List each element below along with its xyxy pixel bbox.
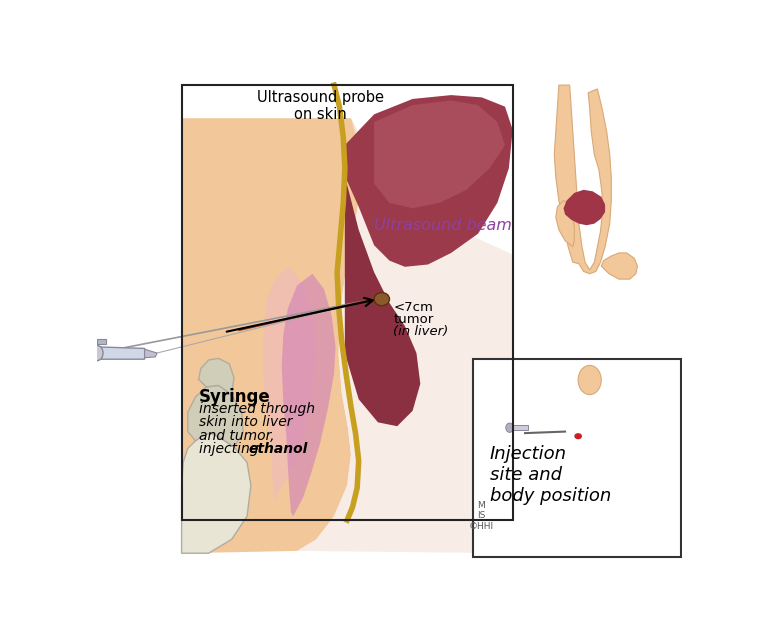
Polygon shape — [188, 386, 243, 447]
Text: inserted through: inserted through — [198, 403, 315, 416]
Polygon shape — [263, 266, 316, 501]
Text: and tumor,: and tumor, — [198, 428, 274, 442]
Text: <7cm: <7cm — [394, 301, 433, 313]
Text: injecting: injecting — [198, 442, 262, 456]
Text: ethanol: ethanol — [249, 442, 308, 456]
Polygon shape — [345, 176, 420, 426]
Polygon shape — [97, 347, 144, 359]
Ellipse shape — [374, 293, 390, 306]
Ellipse shape — [505, 423, 514, 432]
Text: Syringe: Syringe — [198, 387, 271, 406]
Ellipse shape — [90, 345, 103, 361]
Ellipse shape — [578, 365, 601, 394]
Text: Ultrasound probe
on skin: Ultrasound probe on skin — [257, 90, 384, 122]
Polygon shape — [554, 85, 611, 274]
Polygon shape — [198, 358, 234, 394]
Polygon shape — [182, 118, 360, 553]
Polygon shape — [345, 95, 513, 267]
Polygon shape — [297, 118, 513, 553]
Polygon shape — [144, 349, 157, 358]
Polygon shape — [563, 190, 605, 225]
Bar — [97, 339, 106, 344]
Bar — [473, 359, 680, 557]
Text: Injection
site and
body position: Injection site and body position — [489, 446, 611, 505]
Bar — [182, 85, 513, 520]
Polygon shape — [282, 274, 336, 516]
Polygon shape — [556, 200, 575, 246]
Text: skin into liver: skin into liver — [198, 415, 292, 429]
Polygon shape — [182, 433, 251, 553]
Polygon shape — [601, 253, 638, 279]
Text: M
IS
©HHI: M IS ©HHI — [469, 501, 494, 531]
Polygon shape — [374, 100, 505, 209]
Text: (in liver): (in liver) — [394, 325, 448, 337]
Text: tumor: tumor — [394, 313, 434, 326]
Ellipse shape — [575, 433, 582, 439]
Bar — [510, 425, 528, 430]
Text: Ultrasound beam: Ultrasound beam — [374, 218, 512, 233]
